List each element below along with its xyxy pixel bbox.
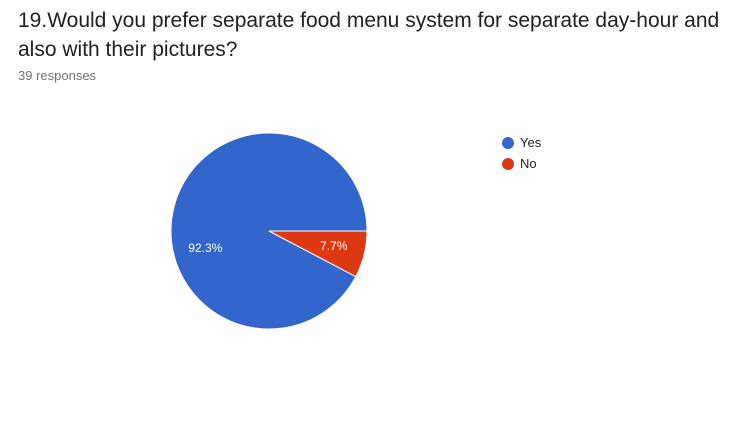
legend-label-yes: Yes — [520, 135, 542, 150]
pie-label-no: 7.7% — [320, 239, 348, 253]
legend-item-yes[interactable]: Yes — [502, 132, 541, 153]
legend-swatch-no — [502, 157, 514, 170]
pie-label-yes: 92.3% — [188, 241, 222, 255]
response-count: 39 responses — [18, 68, 97, 83]
legend-swatch-yes — [502, 136, 514, 149]
legend-label-no: No — [520, 156, 537, 171]
pie-slice-no[interactable] — [268, 230, 368, 278]
question-title: 19.Would you prefer separate food menu s… — [18, 9, 720, 61]
legend-item-no[interactable]: No — [502, 153, 541, 174]
chart-legend: Yes No — [502, 132, 541, 174]
